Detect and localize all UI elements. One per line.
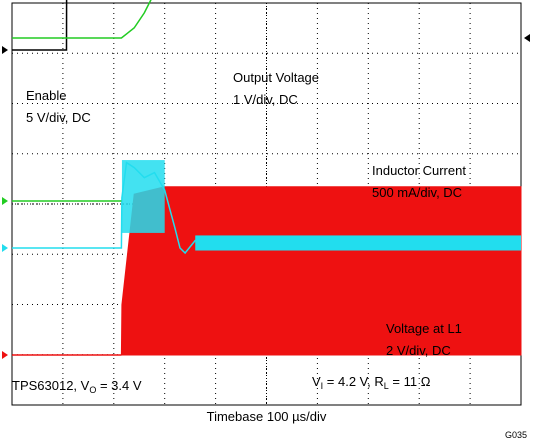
inductor-current-scale: 500 mA/div, DC <box>372 185 462 200</box>
trace-inductor-current-startup <box>121 160 165 233</box>
figure-code: G035 <box>504 430 527 440</box>
trace-enable <box>12 0 68 51</box>
inductor-current-label: Inductor Current <box>372 163 466 178</box>
enable-label: Enable <box>26 88 66 103</box>
voltage-l1-scale: 2 V/div, DC <box>386 343 451 358</box>
device-condition-label: TPS63012, VO = 3.4 V <box>12 378 142 395</box>
voltage-l1-label: Voltage at L1 <box>386 321 462 336</box>
marker-trigger-right <box>524 34 530 42</box>
trace-inductor-current-ripple <box>195 235 522 251</box>
enable-scale: 5 V/div, DC <box>26 110 91 125</box>
timebase-label: Timebase 100 µs/div <box>206 409 327 424</box>
channel-markers <box>2 34 530 359</box>
marker-output-voltage-left <box>2 197 8 205</box>
output-voltage-label: Output Voltage <box>233 70 319 85</box>
output-voltage-scale: 1 V/div, DC <box>233 92 298 107</box>
test-condition-label: VI = 4.2 V, RL = 11 Ω <box>312 374 431 391</box>
marker-voltage-at-l1-left <box>2 351 8 359</box>
marker-enable-left <box>2 46 8 54</box>
trace-layer <box>12 0 522 356</box>
trace-output-voltage <box>12 0 152 39</box>
marker-inductor-current-left <box>2 244 8 252</box>
